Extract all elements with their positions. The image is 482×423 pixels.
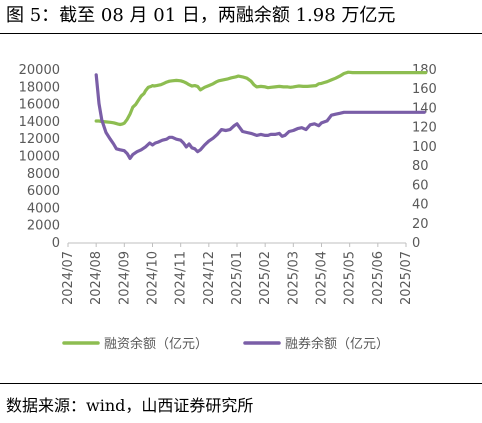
- x-tick-label: 2024/10: [146, 251, 161, 305]
- x-tick-label: 2025/03: [286, 251, 301, 305]
- y-axis-left: 0 2000 4000 6000 8000 10000 12000 14000 16000 180…: [19, 63, 60, 251]
- x-tick-label: 2024/07: [61, 251, 76, 305]
- series-line-margin-balance: [94, 70, 428, 127]
- x-axis: 2024/07 2024/08 2024/09 2024/10 2024/11 2024/…: [61, 243, 414, 305]
- source-rule: [0, 383, 482, 384]
- y-right-tick-label: 60: [412, 178, 429, 193]
- x-tick-label: 2025/04: [315, 251, 330, 305]
- x-tick-label: 2025/07: [399, 251, 414, 305]
- x-tick-label: 2025/01: [230, 251, 245, 305]
- chart: 0 2000 4000 6000 8000 10000 12000 14000 16000 180…: [19, 63, 437, 352]
- series-line-short-balance: [94, 73, 426, 161]
- x-tick-label: 2025/02: [258, 251, 273, 305]
- y-right-tick-label: 120: [412, 121, 437, 136]
- y-left-tick-label: 6000: [27, 184, 60, 199]
- x-tick-label: 2025/06: [371, 251, 386, 305]
- figure-title: 图 5：截至 08 月 01 日，两融余额 1.98 万亿元: [6, 5, 396, 26]
- legend: 融资余额（亿元） 融券余额（亿元）: [62, 336, 389, 352]
- x-tick-label: 2025/05: [343, 251, 358, 305]
- y-left-tick-label: 2000: [27, 219, 60, 234]
- y-left-tick-label: 10000: [19, 150, 60, 165]
- series-layer: [94, 70, 428, 161]
- title-rule: [0, 33, 482, 34]
- x-tick-label: 2024/08: [89, 251, 104, 305]
- y-right-tick-label: 0: [412, 236, 420, 251]
- y-axis-right: 0 20 40 60 80 100 120 140 160 180: [412, 63, 437, 251]
- y-left-tick-label: 20000: [19, 63, 60, 78]
- y-left-tick-label: 8000: [27, 167, 60, 182]
- legend-label: 融资余额（亿元）: [104, 336, 208, 352]
- y-left-tick-label: 12000: [19, 132, 60, 147]
- source-note: 数据来源：wind，山西证券研究所: [6, 396, 254, 415]
- x-tick-label: 2024/11: [174, 251, 189, 305]
- y-left-tick-label: 14000: [19, 115, 60, 130]
- y-right-tick-label: 80: [412, 159, 429, 174]
- y-left-tick-label: 0: [52, 236, 60, 251]
- x-tick-label: 2024/09: [117, 251, 132, 305]
- y-right-tick-label: 140: [412, 101, 437, 116]
- y-left-tick-label: 18000: [19, 80, 60, 95]
- y-right-tick-label: 100: [412, 140, 437, 155]
- y-right-tick-label: 160: [412, 82, 437, 97]
- y-right-tick-label: 20: [412, 217, 429, 232]
- y-right-tick-label: 180: [412, 63, 437, 78]
- y-left-tick-label: 16000: [19, 98, 60, 113]
- y-right-tick-label: 40: [412, 198, 429, 213]
- legend-label: 融券余额（亿元）: [285, 336, 389, 352]
- y-left-tick-label: 4000: [27, 201, 60, 216]
- x-tick-label: 2024/12: [202, 251, 217, 305]
